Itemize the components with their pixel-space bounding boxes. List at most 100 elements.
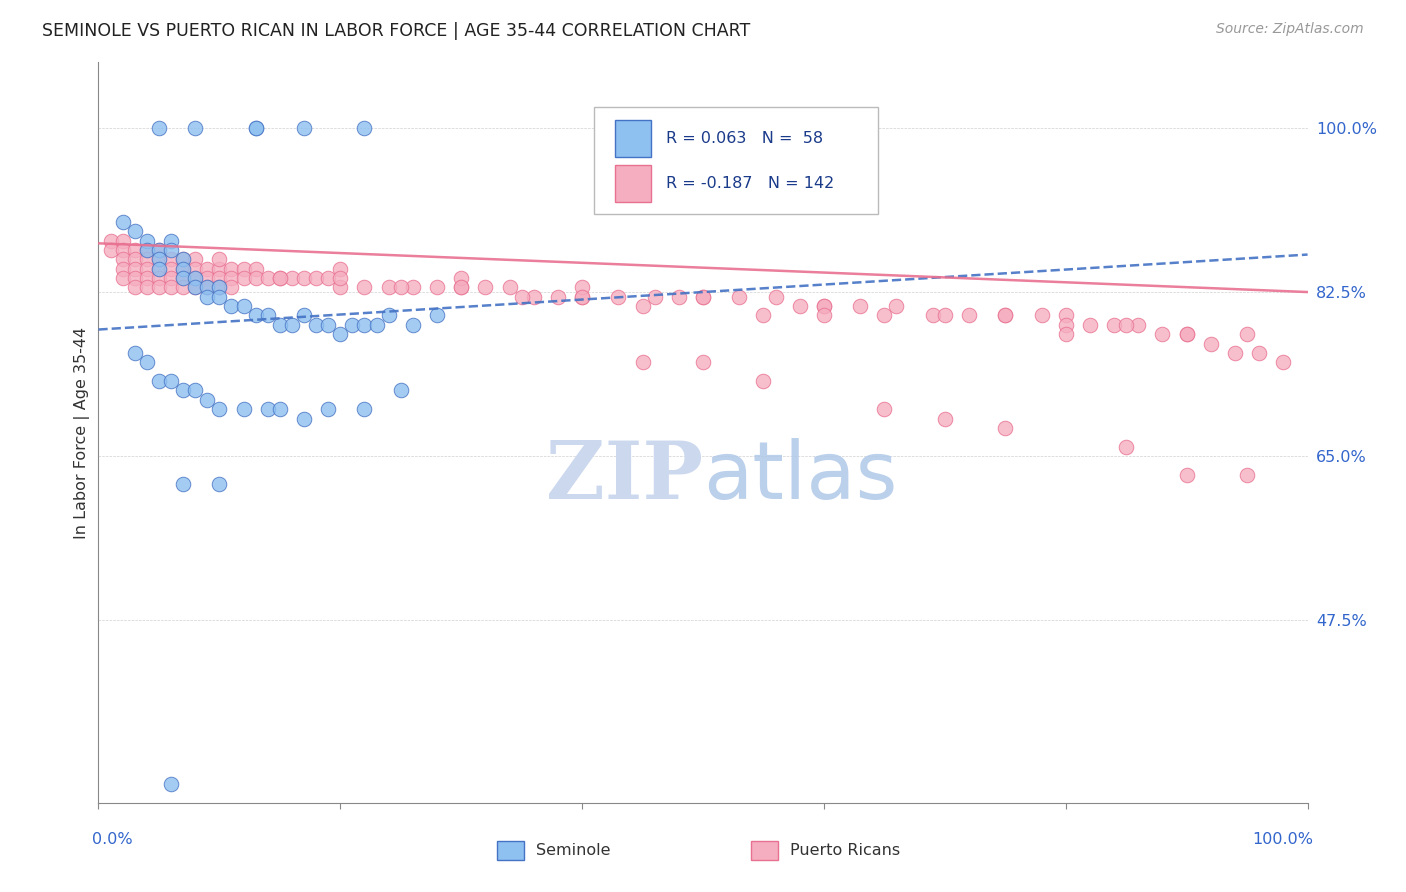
Text: R = 0.063   N =  58: R = 0.063 N = 58 (665, 131, 823, 146)
Bar (498, 841, 524, 860)
Point (184, 280, 207, 294)
Point (172, 280, 194, 294)
Point (111, 243, 134, 257)
Point (668, 290, 690, 304)
Text: Source: ZipAtlas.com: Source: ZipAtlas.com (1216, 22, 1364, 37)
Point (329, 261, 352, 276)
Point (111, 271, 134, 285)
Point (124, 243, 146, 257)
Point (353, 121, 375, 136)
Point (281, 318, 304, 332)
Point (195, 280, 218, 294)
Point (124, 224, 146, 238)
Point (160, 261, 183, 276)
Text: Puerto Ricans: Puerto Ricans (790, 843, 900, 858)
Text: 100.0%: 100.0% (1253, 832, 1313, 847)
Point (510, 290, 533, 304)
Point (1175, 327, 1198, 342)
Point (232, 299, 254, 313)
Point (994, 309, 1017, 323)
Point (172, 261, 194, 276)
Point (547, 290, 569, 304)
Point (789, 299, 811, 313)
Point (886, 299, 908, 313)
Point (124, 271, 146, 285)
Point (148, 252, 170, 267)
Point (148, 121, 170, 136)
Point (245, 121, 267, 136)
Point (498, 280, 520, 294)
Point (172, 384, 194, 398)
Point (281, 271, 304, 285)
Point (221, 261, 243, 276)
Point (1102, 318, 1125, 332)
Point (148, 261, 170, 276)
Point (450, 280, 472, 294)
Point (631, 299, 654, 313)
Point (292, 271, 315, 285)
Point (135, 280, 157, 294)
Point (221, 280, 243, 294)
Point (292, 121, 315, 136)
Point (124, 252, 146, 267)
Point (148, 243, 170, 257)
Point (172, 271, 194, 285)
Point (124, 261, 146, 276)
Point (292, 411, 315, 425)
Point (523, 290, 546, 304)
Point (160, 252, 183, 267)
Text: SEMINOLE VS PUERTO RICAN IN LABOR FORCE | AGE 35-44 CORRELATION CHART: SEMINOLE VS PUERTO RICAN IN LABOR FORCE … (42, 22, 751, 40)
Point (765, 290, 787, 304)
Point (402, 318, 425, 332)
Point (1223, 346, 1246, 360)
Point (994, 309, 1017, 323)
Point (148, 374, 170, 388)
Point (849, 299, 872, 313)
Point (1175, 467, 1198, 482)
Point (160, 280, 183, 294)
Point (195, 271, 218, 285)
Point (195, 290, 218, 304)
Point (1054, 309, 1077, 323)
Point (184, 261, 207, 276)
Bar (751, 841, 778, 860)
Point (195, 261, 218, 276)
Point (934, 309, 956, 323)
Point (692, 290, 714, 304)
Point (426, 280, 449, 294)
Point (752, 374, 775, 388)
Point (329, 271, 352, 285)
Bar (614, 120, 651, 157)
Point (208, 252, 231, 267)
Point (135, 234, 157, 248)
Text: R = -0.187   N = 142: R = -0.187 N = 142 (665, 176, 834, 191)
Point (208, 280, 231, 294)
Point (184, 271, 207, 285)
Point (135, 243, 157, 257)
Point (135, 243, 157, 257)
Point (100, 243, 122, 257)
Point (728, 290, 751, 304)
Point (160, 777, 183, 791)
Text: 0.0%: 0.0% (93, 832, 134, 847)
Point (245, 121, 267, 136)
Point (692, 290, 714, 304)
Point (1236, 467, 1258, 482)
Point (377, 309, 399, 323)
Point (195, 392, 218, 407)
Point (692, 355, 714, 369)
Point (172, 252, 194, 267)
Point (813, 299, 835, 313)
Point (111, 252, 134, 267)
Bar (614, 165, 651, 202)
Point (232, 271, 254, 285)
Point (124, 346, 146, 360)
Point (1115, 318, 1137, 332)
Point (148, 280, 170, 294)
Point (377, 280, 399, 294)
Point (631, 355, 654, 369)
Point (474, 280, 496, 294)
Point (269, 271, 291, 285)
Point (353, 280, 375, 294)
Point (172, 271, 194, 285)
